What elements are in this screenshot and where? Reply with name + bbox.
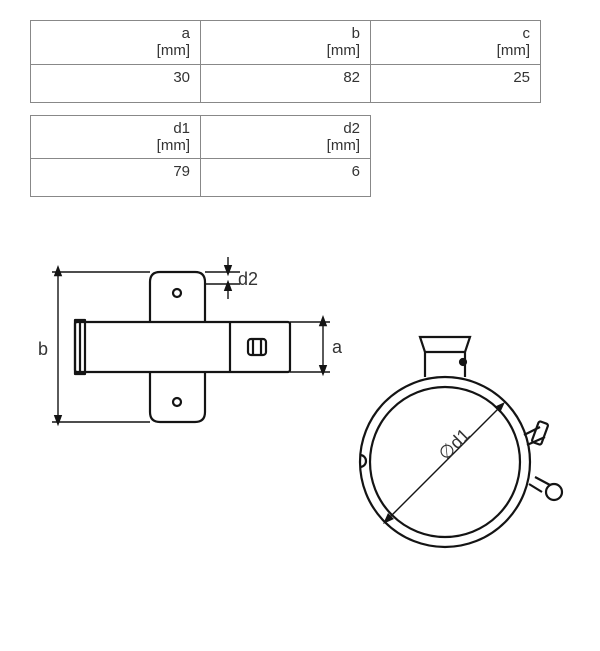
sym: a xyxy=(182,25,190,42)
table-row: 79 6 xyxy=(31,159,371,197)
sym: c xyxy=(523,25,531,42)
label-b: b xyxy=(38,339,48,359)
cell-a: 30 xyxy=(31,64,201,102)
sym: d2 xyxy=(343,120,360,137)
table-abc: a [mm] b [mm] c [mm] 30 82 25 xyxy=(30,20,541,103)
unit: [mm] xyxy=(157,137,190,154)
table-row: d1 [mm] d2 [mm] xyxy=(31,115,371,159)
label-a: a xyxy=(332,337,343,357)
label-d2: d2 xyxy=(238,269,258,289)
cell-d2: 6 xyxy=(201,159,371,197)
table-d1d2: d1 [mm] d2 [mm] 79 6 xyxy=(30,115,371,198)
unit: [mm] xyxy=(327,42,360,59)
table-row: 30 82 25 xyxy=(31,64,541,102)
col-header-c: c [mm] xyxy=(371,21,541,65)
unit: [mm] xyxy=(497,42,530,59)
dimension-tables: a [mm] b [mm] c [mm] 30 82 25 d1 [mm] xyxy=(30,20,570,197)
unit: [mm] xyxy=(327,137,360,154)
sym: d1 xyxy=(173,120,190,137)
unit: [mm] xyxy=(157,42,190,59)
label-d1: ∅d1 xyxy=(435,425,474,464)
drawing-svg: b a d2 ∅d1 xyxy=(30,227,570,587)
col-header-d1: d1 [mm] xyxy=(31,115,201,159)
dimension-labels: b a d2 ∅d1 xyxy=(38,269,474,464)
cell-c: 25 xyxy=(371,64,541,102)
sym: b xyxy=(352,25,360,42)
table-row: a [mm] b [mm] c [mm] xyxy=(31,21,541,65)
side-view xyxy=(52,257,330,422)
cell-d1: 79 xyxy=(31,159,201,197)
cell-b: 82 xyxy=(201,64,371,102)
col-header-d2: d2 [mm] xyxy=(201,115,371,159)
technical-drawing: b a d2 ∅d1 xyxy=(30,227,570,567)
col-header-b: b [mm] xyxy=(201,21,371,65)
col-header-a: a [mm] xyxy=(31,21,201,65)
